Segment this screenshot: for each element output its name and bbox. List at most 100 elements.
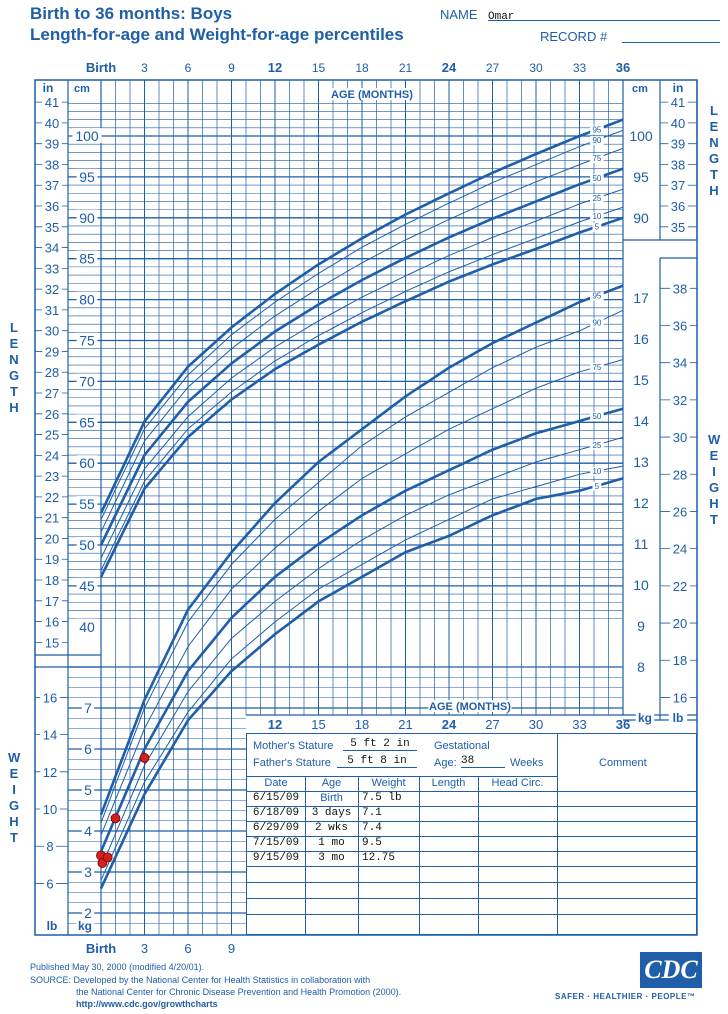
label-bg (42, 489, 62, 504)
label-bg (42, 95, 62, 110)
lb-tick-label: 32 (673, 393, 687, 408)
mother-stature-field[interactable]: 5 ft 2 in (343, 738, 417, 751)
record-field[interactable] (622, 28, 720, 43)
comment-label: Comment (599, 757, 647, 769)
axis-letter: G (708, 480, 720, 495)
kg-tick-label: 2 (84, 905, 92, 921)
table-rule (419, 776, 420, 934)
weight-percentile-label: 10 (592, 467, 601, 476)
lb-tick-label: 34 (673, 356, 687, 371)
label-bg (76, 577, 98, 593)
label-bg (590, 136, 604, 146)
label-bg (590, 412, 604, 422)
kg-tick-label: 7 (84, 700, 92, 716)
age-tick-label: 9 (228, 61, 235, 75)
label-bg (670, 467, 690, 482)
age-tick-label: Birth (86, 60, 116, 75)
weight-percentile-label: 90 (592, 319, 601, 328)
axis-letter: I (712, 464, 716, 479)
label-bg (44, 839, 56, 854)
cm-tick-label: 90 (633, 210, 649, 226)
in-tick-label: 17 (45, 594, 59, 609)
age-tick-label: 30 (529, 717, 543, 732)
cm-tick-label: 40 (79, 619, 95, 635)
age-tick-label: 12 (268, 717, 282, 732)
length-percentile-label: 95 (592, 125, 601, 134)
gestational-label: Gestational (434, 740, 490, 752)
axis-letter: L (710, 103, 718, 118)
label-bg (42, 302, 62, 317)
label-bg (76, 209, 98, 225)
label-bg (42, 469, 62, 484)
label-bg (42, 344, 62, 359)
table-cell-weight: 7.1 (362, 807, 382, 819)
growthcharts-link[interactable]: http://www.cdc.gov/growthcharts (76, 999, 218, 1009)
kg-tick-label: 5 (84, 782, 92, 798)
label-bg (40, 727, 60, 742)
label-bg (630, 290, 652, 305)
age-tick-label: 9 (228, 941, 235, 956)
axis-letter: H (9, 814, 19, 829)
label-bg (42, 593, 62, 608)
cm-tick-label: 75 (79, 333, 95, 349)
label-bg (670, 430, 690, 445)
mother-stature-label: Mother's Stature (253, 740, 334, 752)
age-tick-label: 15 (311, 717, 325, 732)
lb-tick-label: 10 (43, 802, 57, 817)
lb-tick-label: 6 (46, 876, 53, 891)
label-bg (40, 690, 60, 705)
label-bg (42, 448, 62, 463)
label-bg (670, 653, 690, 668)
in-tick-label: 32 (45, 282, 59, 297)
weight-percentile-label: 5 (595, 482, 600, 491)
cm-tick-label: 100 (75, 128, 99, 144)
in-tick-label: 36 (671, 199, 685, 214)
weight-data-point (102, 852, 113, 863)
in-tick-label: 34 (45, 241, 59, 256)
age-tick-label: 6 (185, 61, 192, 75)
in-tick-label: 38 (671, 157, 685, 172)
cm-tick-label: 90 (79, 210, 95, 226)
father-stature-field[interactable]: 5 ft 8 in (337, 755, 417, 768)
label-bg (630, 577, 652, 592)
label-bg (590, 362, 604, 372)
kg-unit-label: kg (638, 711, 652, 725)
table-header-4: Head Circ. (491, 777, 544, 789)
age-tick-label: 21 (398, 717, 412, 732)
axis-letter: G (8, 368, 20, 383)
label-bg (42, 261, 62, 276)
label-bg (42, 573, 62, 588)
weight-p50-curve (99, 407, 624, 853)
label-bg (81, 741, 95, 756)
age-tick-label: 36 (616, 60, 630, 75)
label-bg (75, 919, 95, 932)
label-bg (668, 95, 688, 110)
table-cell-age: 2 wks (314, 822, 348, 834)
gestational-weeks-field[interactable]: 38 (461, 755, 505, 768)
axis-letter: H (9, 400, 19, 415)
lb-tick-label: 8 (46, 839, 53, 854)
table-rule (358, 776, 359, 934)
table-header-1: Age (321, 777, 342, 789)
axis-letter: T (10, 830, 18, 845)
label-bg (668, 115, 688, 130)
cm-tick-label: 65 (79, 414, 95, 430)
length-percentile-label: 75 (592, 154, 601, 163)
label-bg (81, 782, 95, 797)
table-rule (305, 776, 306, 934)
kg-tick-label: 10 (633, 577, 649, 593)
in-tick-label: 27 (45, 386, 59, 401)
label-bg (40, 802, 60, 817)
table-cell-date: 6/15/09 (252, 792, 300, 804)
axis-letter: T (710, 167, 718, 182)
name-field[interactable]: Omar (488, 6, 720, 23)
label-bg (42, 282, 62, 297)
in-tick-label: 23 (45, 469, 59, 484)
axis-letter: N (709, 135, 719, 150)
label-bg (81, 905, 95, 920)
label-bg (670, 541, 690, 556)
label-bg (668, 711, 688, 724)
